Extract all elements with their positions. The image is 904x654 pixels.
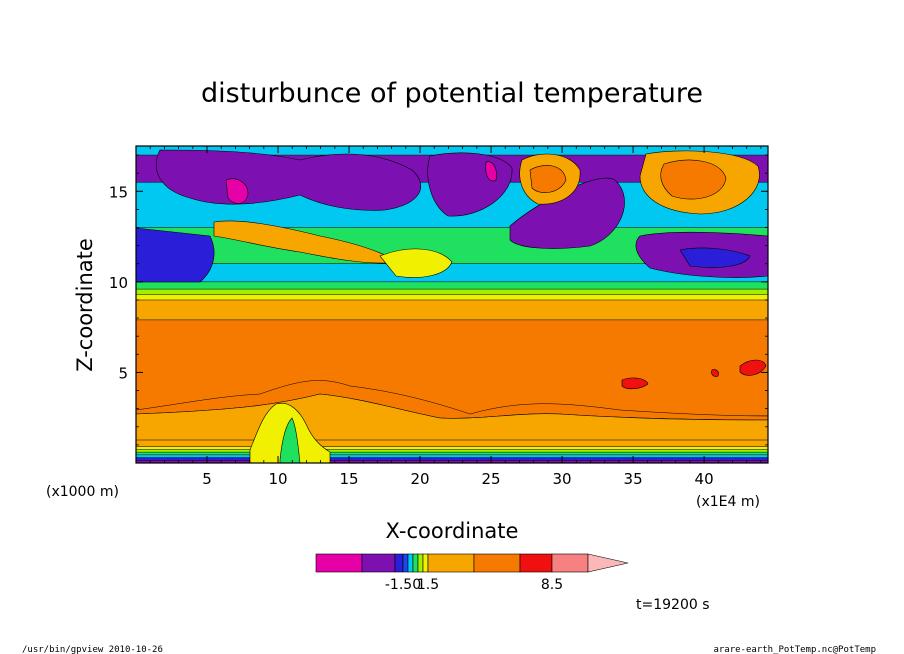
axis-tick-labels: 5 10 15 20 25 30 35 40 5 10 15 bbox=[109, 183, 714, 488]
colorbar-swatch bbox=[519, 553, 553, 573]
x-tick-label: 40 bbox=[695, 470, 714, 488]
contour-band bbox=[136, 452, 768, 455]
x-unit-left: (x1000 m) bbox=[46, 484, 119, 500]
contour-band bbox=[136, 281, 768, 290]
mid-yellow-cell bbox=[379, 248, 453, 278]
chart-title: disturbunce of potential temperature bbox=[201, 78, 703, 109]
contour-band bbox=[136, 146, 768, 156]
colorbar-label: 8.5 bbox=[541, 577, 563, 593]
colorbar-arrow bbox=[587, 553, 629, 573]
y-tick-label: 15 bbox=[109, 183, 128, 201]
x-unit-right: (x1E4 m) bbox=[696, 494, 760, 510]
axis-ticks bbox=[136, 146, 768, 463]
x-tick-label: 25 bbox=[482, 470, 501, 488]
x-tick-label: 10 bbox=[268, 470, 287, 488]
topography-plume-core bbox=[279, 417, 301, 463]
y-tick-label: 10 bbox=[109, 274, 128, 292]
contour-band bbox=[136, 457, 768, 461]
colorbar-swatch bbox=[422, 553, 429, 573]
colorbar-swatch bbox=[361, 553, 396, 573]
upper-blue-cell bbox=[679, 247, 751, 268]
contour-features bbox=[136, 149, 768, 463]
upper-blue-cell bbox=[136, 227, 215, 283]
colorbar-swatch bbox=[417, 553, 424, 573]
colorbar-label: 1.5 bbox=[417, 577, 439, 593]
x-tick-label: 15 bbox=[339, 470, 358, 488]
y-tick-label: 5 bbox=[118, 364, 128, 382]
upper-orange-core bbox=[529, 165, 567, 193]
x-tick-label: 35 bbox=[624, 470, 643, 488]
colorbar: -1.501.5 8.5 bbox=[315, 553, 629, 593]
contour-band bbox=[136, 460, 768, 463]
contour-band bbox=[136, 263, 768, 282]
contour-band bbox=[136, 299, 768, 320]
magenta-spot bbox=[485, 161, 497, 182]
colorbar-swatch bbox=[473, 553, 521, 573]
time-label: t=19200 s bbox=[636, 597, 710, 613]
colorbar-swatch bbox=[551, 553, 589, 573]
contour-band bbox=[136, 454, 768, 458]
upper-purple-cell bbox=[155, 149, 422, 211]
red-cell bbox=[739, 359, 767, 376]
contour-band bbox=[136, 294, 768, 300]
colorbar-swatch bbox=[427, 553, 475, 573]
contour-band bbox=[136, 449, 768, 453]
plot-area: 5 10 15 20 25 30 35 40 5 10 15 bbox=[109, 145, 769, 488]
x-tick-label: 20 bbox=[410, 470, 429, 488]
x-tick-label: 30 bbox=[553, 470, 572, 488]
colorbar-label: -1.50 bbox=[385, 577, 421, 593]
x-axis-label: X-coordinate bbox=[386, 519, 519, 543]
colorbar-swatch bbox=[402, 553, 409, 573]
colorbar-swatch bbox=[412, 553, 419, 573]
plot-frame bbox=[135, 145, 769, 464]
upper-orange-core bbox=[660, 159, 727, 200]
x-tick-label: 5 bbox=[202, 470, 212, 488]
colorbar-swatch bbox=[315, 553, 363, 573]
colorbar-swatch bbox=[394, 553, 404, 573]
contour-band bbox=[136, 289, 768, 295]
colorbar-swatch bbox=[407, 553, 414, 573]
red-cell bbox=[621, 377, 649, 390]
footer-left: /usr/bin/gpview 2010-10-26 bbox=[22, 645, 163, 654]
footer-right: arare-earth_PotTemp.nc@PotTemp bbox=[713, 645, 876, 654]
y-axis-label: Z-coordinate bbox=[73, 238, 97, 372]
contour-band bbox=[136, 446, 768, 450]
magenta-spot bbox=[225, 178, 249, 204]
red-cell bbox=[711, 369, 719, 377]
